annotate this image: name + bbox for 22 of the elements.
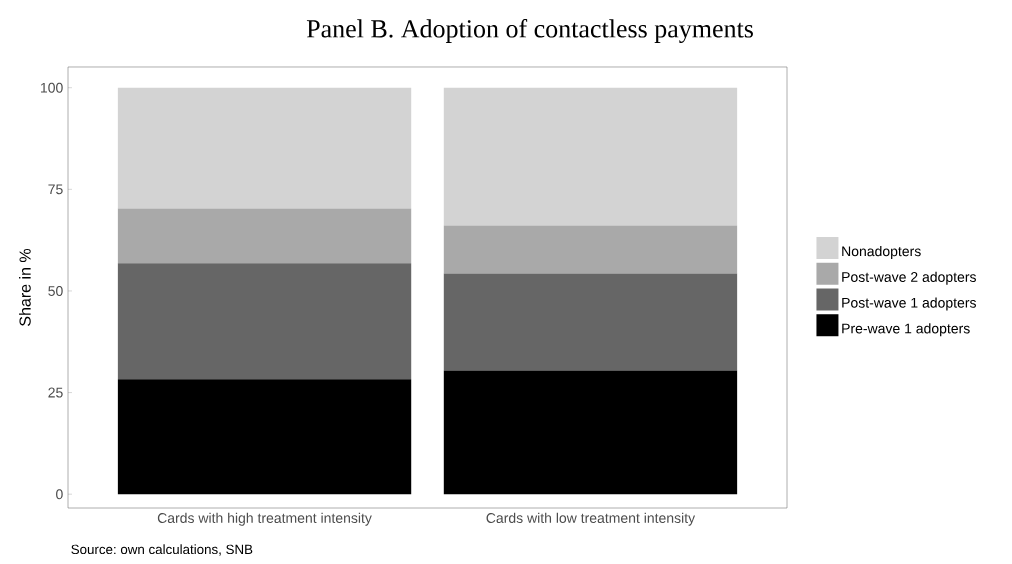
source-note: Source: own calculations, SNB [71,544,253,556]
bar [117,87,412,209]
legend-label: Post-wave 1 adopters [842,297,976,311]
bar [117,379,412,495]
y-tick-label: 100 [41,82,63,93]
bar [443,87,738,226]
legend-label: Nonadopters [842,245,921,259]
y-tick-label: 0 [56,489,63,500]
y-tick-label: 75 [48,184,63,195]
x-tick-label: Cards with high treatment intensity [157,512,372,526]
legend-label: Pre-wave 1 adopters [842,323,970,337]
y-tick-label: 25 [48,387,63,398]
bar [117,208,412,264]
bar [443,370,738,495]
legend-label: Post-wave 2 adopters [842,271,976,285]
chart-title: Panel B. Adoption of contactless payments [306,19,753,43]
y-tick-label: 50 [48,286,63,296]
y-axis-title: Share in % [19,248,31,326]
x-tick-label: Cards with low treatment intensity [486,512,696,526]
bar [443,225,738,274]
bar [443,273,738,371]
bar [117,263,412,380]
